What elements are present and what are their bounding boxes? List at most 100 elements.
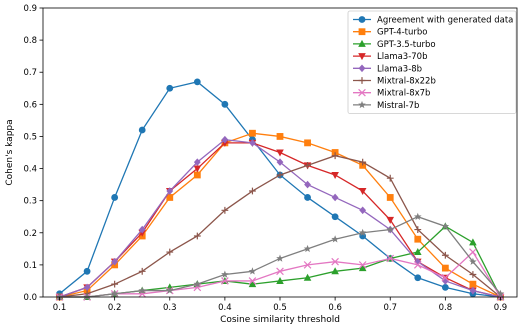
data-point: [441, 264, 449, 272]
legend-item: Llama3-70b: [353, 52, 427, 62]
data-point: [331, 213, 339, 221]
data-point: [193, 171, 201, 179]
legend-box: [347, 10, 517, 114]
data-point: [386, 254, 395, 263]
data-point: [138, 225, 146, 234]
legend-swatch-marker: [358, 77, 366, 84]
data-point: [414, 235, 422, 243]
data-point: [249, 139, 256, 147]
data-point: [111, 194, 119, 201]
data-point: [276, 267, 284, 276]
series-3: [55, 222, 505, 300]
data-point: [414, 226, 422, 233]
legend-label: GPT-3.5-turbo: [377, 40, 436, 50]
data-point: [111, 257, 119, 266]
data-point: [138, 289, 147, 298]
plot-area: [55, 78, 505, 301]
data-point: [413, 212, 422, 220]
legend-swatch-marker: [358, 39, 366, 47]
legend-label: Agreement with generated data: [377, 16, 513, 26]
data-point: [248, 267, 257, 275]
data-point: [221, 135, 229, 144]
data-point: [138, 267, 146, 275]
data-point: [358, 228, 367, 237]
data-point: [413, 261, 422, 269]
data-point: [304, 194, 311, 201]
data-point: [358, 188, 367, 196]
legend-item: Mistral-7b: [353, 100, 419, 111]
data-point: [193, 158, 201, 166]
y-tick-label: 0.8: [23, 36, 37, 46]
data-point: [166, 187, 174, 195]
legend-swatch-marker: [358, 88, 366, 97]
legend-label: Llama3-8b: [377, 64, 422, 74]
data-point: [331, 152, 339, 160]
x-tick-label: 0.1: [53, 303, 67, 313]
data-point: [441, 222, 450, 230]
y-tick-label: 0.2: [23, 229, 37, 239]
data-point: [469, 238, 477, 246]
data-point: [386, 174, 394, 182]
y-tick-label: 0.4: [23, 165, 37, 175]
data-point: [303, 244, 312, 253]
data-point: [110, 289, 119, 298]
x-axis-label: Cosine similarity threshold: [220, 315, 340, 325]
data-point: [496, 289, 505, 298]
legend-label: Llama3-70b: [377, 52, 427, 62]
series-7: [55, 248, 505, 301]
data-point: [249, 129, 256, 137]
data-point: [331, 267, 339, 275]
data-point: [414, 274, 422, 282]
data-point: [303, 273, 312, 281]
y-tick-label: 0.0: [23, 293, 37, 303]
data-point: [469, 248, 477, 256]
legend-item: GPT-4-turbo: [353, 28, 427, 38]
series-5: [56, 135, 504, 301]
data-point: [359, 206, 367, 215]
data-point: [249, 187, 256, 195]
data-point: [441, 251, 449, 259]
y-tick-label: 0.7: [23, 68, 37, 78]
data-point: [276, 171, 284, 179]
data-point: [165, 286, 174, 294]
data-point: [386, 216, 395, 224]
x-tick-label: 0.8: [439, 303, 453, 313]
x-tick-label: 0.3: [163, 303, 177, 313]
data-point: [469, 280, 477, 288]
data-point: [248, 277, 257, 285]
y-tick-label: 0.6: [23, 100, 37, 110]
data-point: [441, 273, 450, 282]
data-point: [304, 161, 311, 169]
y-axis-label: Cohen's kappa: [5, 119, 15, 185]
data-point: [111, 280, 119, 288]
data-point: [221, 270, 229, 278]
y-tick-label: 0.3: [23, 197, 37, 207]
series-line: [59, 225, 502, 298]
x-tick-label: 0.2: [108, 303, 122, 313]
axes: 0.1 0.2 0.3 0.4 0.5 0.6 0.7 0.8 0.9 0.0 0.1 0.2 0.3 0…: [23, 4, 518, 313]
data-point: [276, 133, 284, 140]
data-point: [221, 100, 229, 108]
data-point: [221, 206, 229, 214]
data-point: [469, 257, 477, 265]
data-point: [193, 78, 201, 86]
data-point: [359, 158, 367, 166]
data-point: [413, 248, 422, 256]
data-point: [331, 171, 339, 179]
data-point: [221, 277, 229, 285]
data-point: [276, 254, 284, 262]
data-point: [331, 235, 339, 243]
data-point: [276, 276, 284, 284]
legend-swatch-marker: [358, 100, 366, 109]
data-point: [304, 180, 311, 189]
data-point: [358, 261, 367, 269]
legend-item: Llama3-8b: [353, 64, 422, 74]
data-point: [469, 271, 477, 278]
legend-label: Mixtral-8x22b: [377, 77, 436, 87]
legend-swatch-marker: [358, 53, 366, 61]
x-tick-label: 0.4: [218, 303, 232, 313]
x-tick-label: 0.6: [328, 303, 342, 313]
legend-item: Agreement with generated data: [353, 16, 513, 26]
data-point: [276, 158, 284, 166]
